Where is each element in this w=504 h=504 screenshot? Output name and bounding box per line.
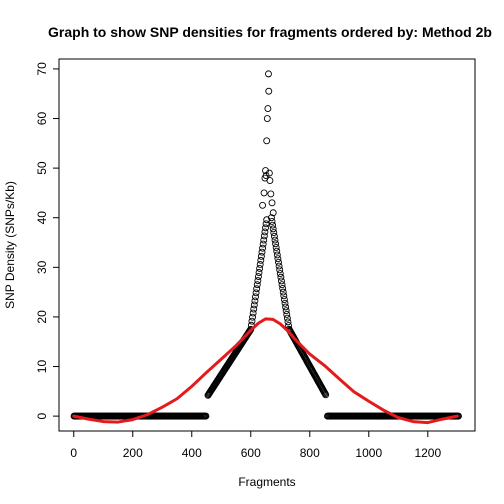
x-tick-label: 600 (241, 446, 261, 460)
data-point (275, 262, 283, 270)
plot-box (58, 58, 476, 432)
y-tick-label: 30 (35, 260, 49, 274)
data-point (260, 189, 268, 197)
data-point (262, 224, 269, 232)
data-point (254, 273, 262, 281)
data-point (266, 177, 274, 184)
data-point (259, 244, 267, 252)
data-point (270, 232, 278, 240)
data-point (284, 318, 292, 326)
data-point (274, 255, 282, 263)
y-axis-label: SNP Density (SNPs/Kb) (3, 181, 17, 309)
x-tick-label: 800 (300, 446, 320, 460)
data-point (281, 299, 289, 307)
data-point (282, 307, 290, 315)
data-point (275, 258, 282, 266)
data-point (263, 115, 271, 122)
data-point (279, 284, 287, 292)
data-point (273, 247, 281, 255)
data-point (257, 252, 265, 260)
data-point (269, 221, 277, 229)
x-axis: 0 200 400 600 800 1000 1200 (70, 430, 441, 460)
data-point (260, 236, 268, 244)
data-point (272, 240, 280, 248)
data-point (322, 391, 330, 399)
data-point (279, 288, 287, 296)
y-tick-label: 10 (35, 360, 49, 374)
data-point (249, 309, 257, 317)
data-point (283, 314, 291, 322)
data-point (251, 297, 259, 305)
y-tick-label: 50 (35, 161, 49, 175)
x-tick-label: 0 (70, 446, 77, 460)
data-point (250, 305, 258, 313)
data-point (252, 293, 259, 301)
data-point (265, 70, 272, 78)
data-point (269, 209, 277, 217)
data-point (282, 303, 290, 311)
smooth-curve (72, 317, 459, 425)
data-point (265, 87, 273, 95)
data-point (254, 277, 262, 285)
data-point (252, 289, 260, 297)
data-point (283, 310, 291, 318)
data-point (256, 265, 264, 272)
data-point (265, 169, 273, 177)
y-axis: 0 10 20 30 40 50 60 70 (35, 62, 60, 419)
x-tick-label: 200 (123, 446, 143, 460)
data-point (256, 260, 264, 268)
data-point (267, 214, 275, 222)
data-points (70, 70, 462, 420)
y-tick-label: 20 (35, 310, 49, 324)
data-point (273, 251, 281, 259)
data-point (253, 285, 261, 293)
data-point (259, 240, 267, 248)
y-tick-label: 70 (35, 62, 49, 76)
y-tick-label: 0 (35, 412, 49, 419)
data-point (257, 256, 265, 264)
data-point (255, 269, 263, 276)
data-point (267, 190, 275, 198)
data-point (202, 412, 210, 420)
data-point (249, 313, 256, 321)
data-point (276, 270, 284, 277)
x-axis-label: Fragments (238, 475, 295, 489)
y-tick-label: 40 (35, 211, 49, 225)
data-point (276, 266, 284, 274)
data-point (262, 220, 270, 228)
data-point (264, 105, 272, 113)
data-point (263, 137, 271, 145)
data-point (272, 244, 280, 251)
data-point (280, 296, 288, 304)
x-tick-label: 400 (182, 446, 202, 460)
x-tick-label: 1200 (414, 446, 441, 460)
data-point (278, 277, 285, 285)
data-point (268, 199, 276, 207)
data-point (253, 281, 261, 289)
data-point (248, 317, 256, 325)
y-tick-label: 60 (35, 112, 49, 126)
data-point (261, 228, 269, 236)
data-point (268, 217, 276, 225)
data-point (258, 248, 266, 256)
x-tick-label: 1000 (355, 446, 382, 460)
data-point (260, 232, 268, 240)
data-point (277, 273, 285, 281)
data-point (259, 201, 267, 209)
data-point (280, 292, 288, 300)
data-point (250, 301, 258, 309)
data-point (270, 229, 278, 237)
data-point (278, 281, 286, 289)
smooth-curve-group (72, 317, 459, 425)
chart-title: Graph to show SNP densities for fragment… (48, 24, 492, 40)
data-point (269, 225, 277, 233)
data-point (271, 236, 279, 244)
